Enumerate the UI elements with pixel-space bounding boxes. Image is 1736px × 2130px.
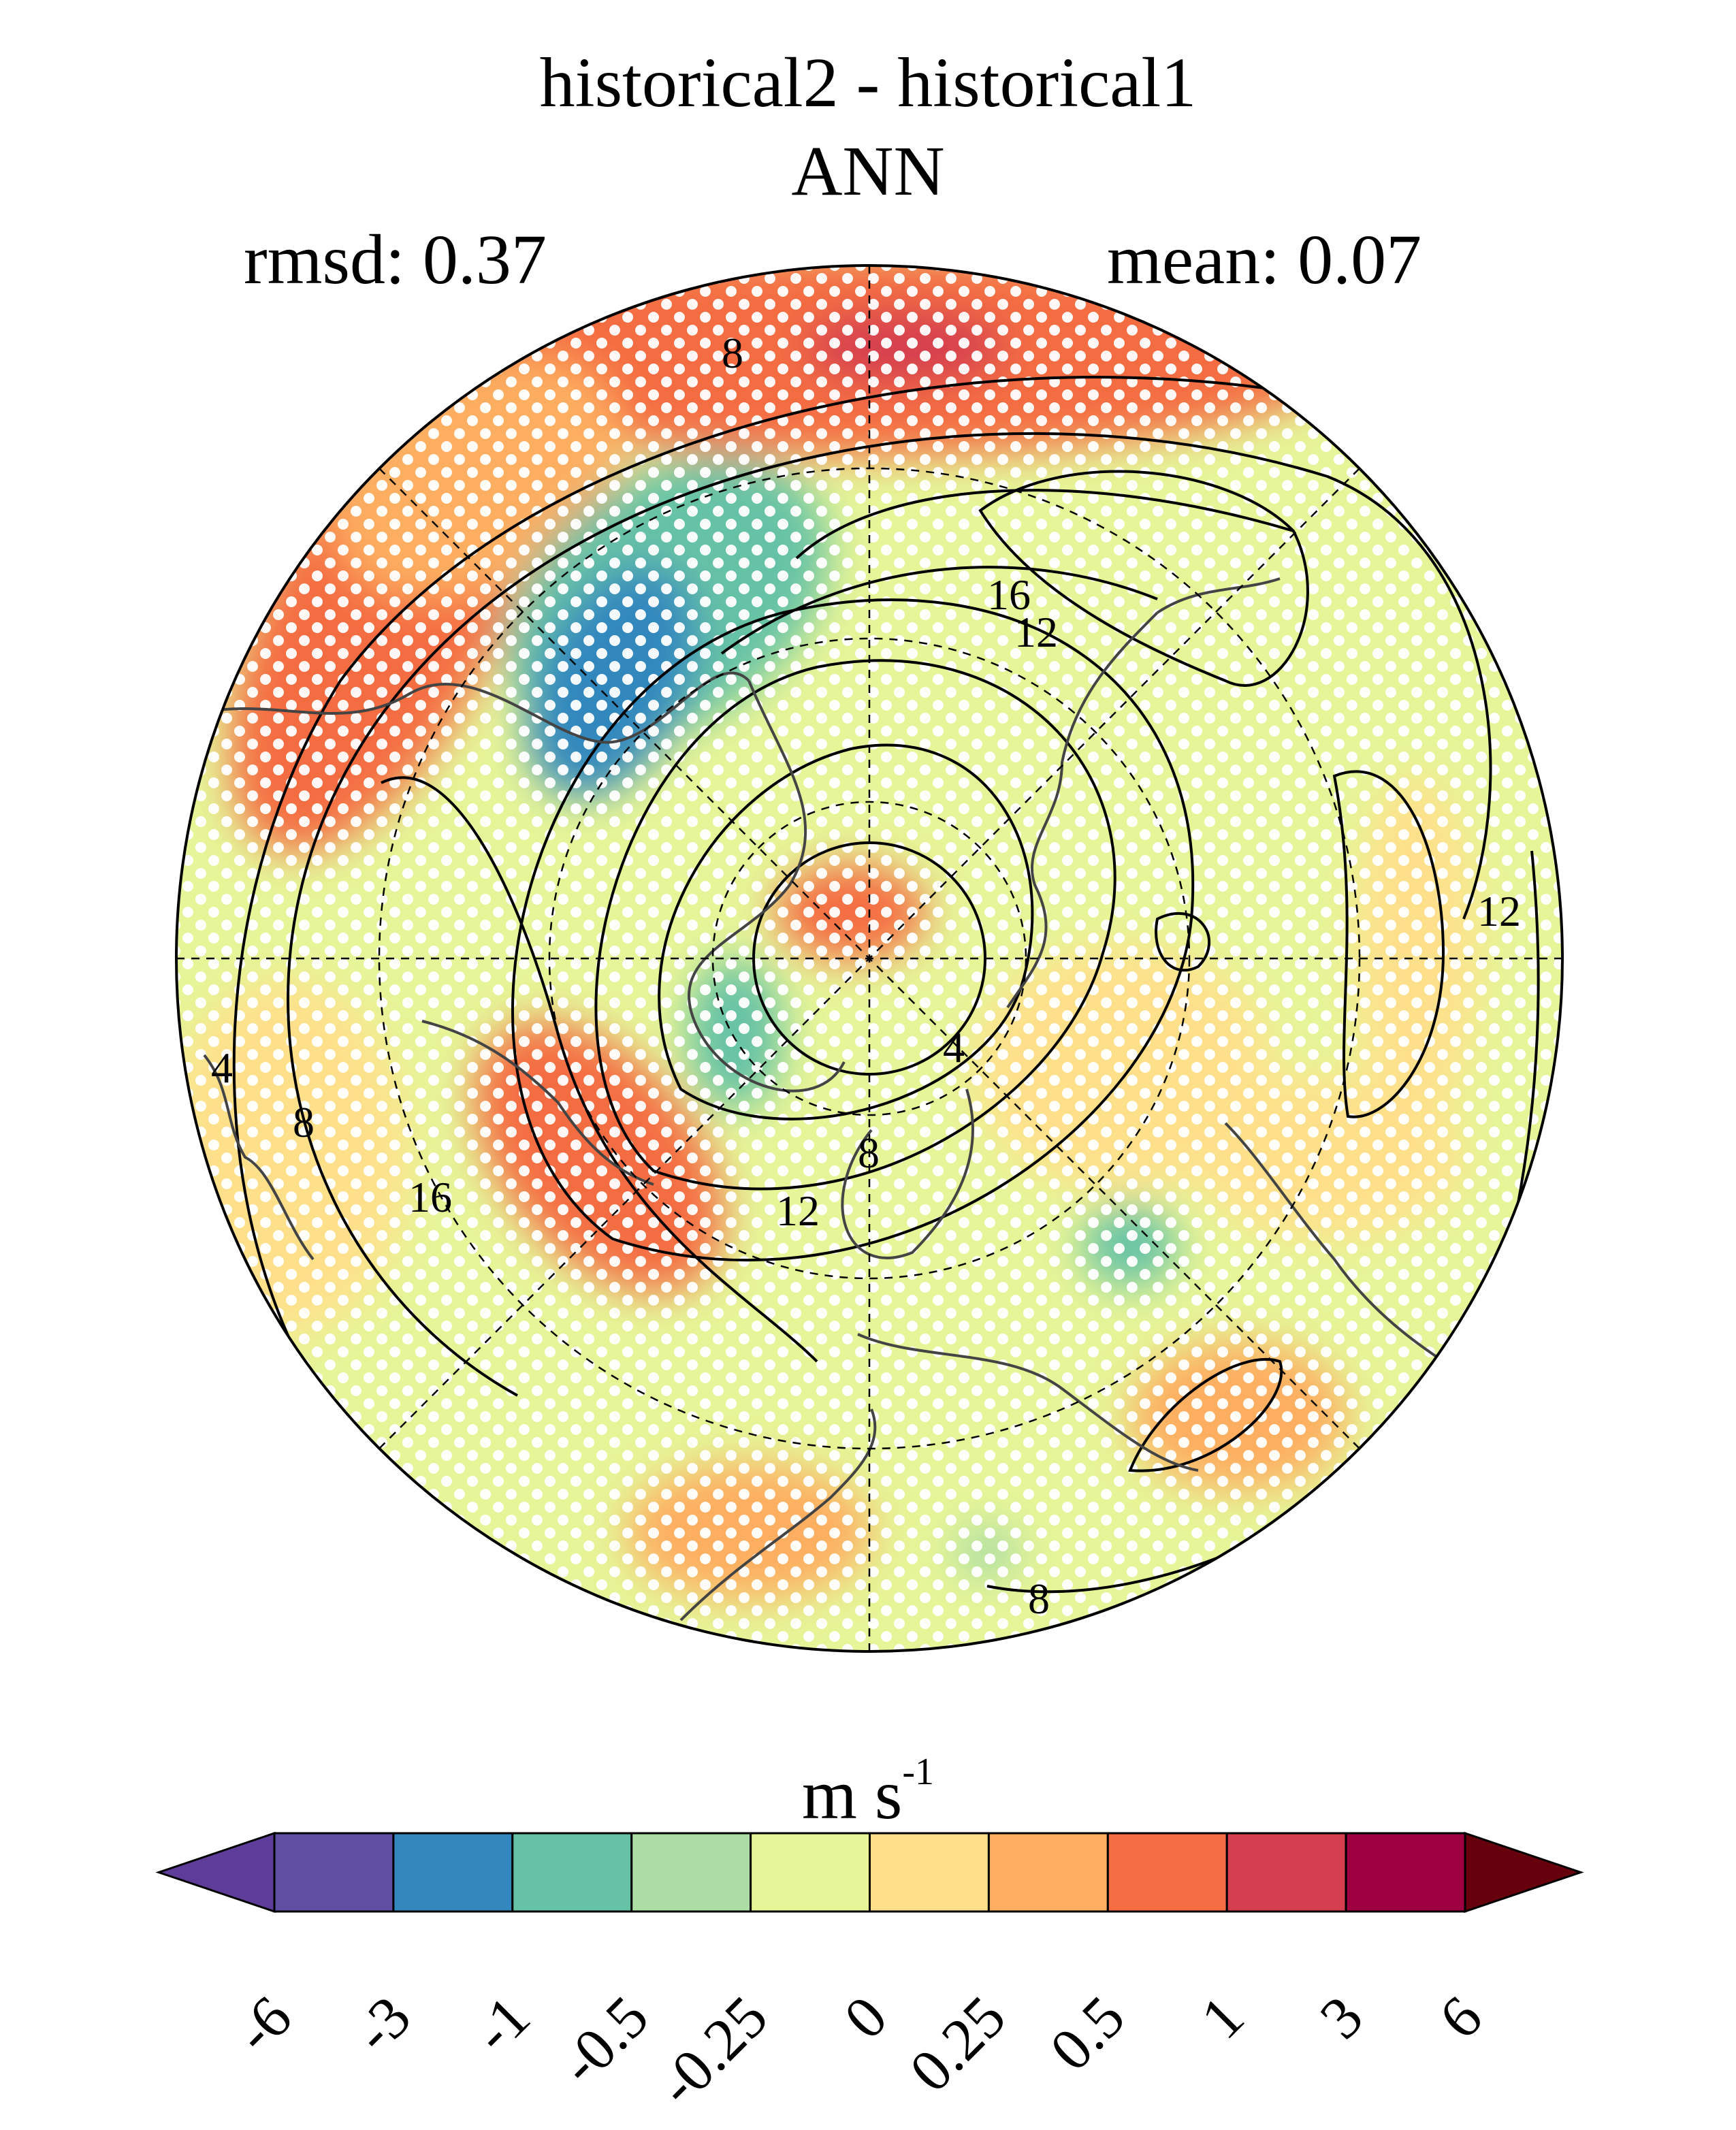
colorbar-box: [1225, 1832, 1347, 1913]
plot-title: historical2 - historical1: [539, 44, 1197, 122]
svg-text:8: 8: [293, 1098, 315, 1146]
season-label: ANN: [791, 132, 945, 210]
colorbar-units: m s-1: [801, 1751, 935, 1834]
map-boundary: [175, 264, 1564, 1653]
colorbar-box: [869, 1832, 990, 1913]
svg-text:4: 4: [943, 1023, 965, 1071]
rmsd-label: rmsd: 0.37: [244, 221, 547, 299]
contour-labels: 8 16 12 4 8 12 16 8 4 12 8: [211, 329, 1521, 1623]
colorbar-box: [511, 1832, 633, 1913]
colorbar-box: [273, 1832, 395, 1913]
mean-label: mean: 0.07: [1107, 221, 1422, 299]
svg-text:16: 16: [987, 570, 1031, 619]
colorbar-box: [630, 1832, 752, 1913]
svg-text:8: 8: [1028, 1575, 1050, 1623]
colorbar-box: [392, 1832, 514, 1913]
svg-text:12: 12: [1014, 608, 1058, 656]
svg-text:8: 8: [858, 1129, 880, 1177]
colorbar-extend-min: [155, 1831, 276, 1914]
svg-text:8: 8: [722, 329, 743, 377]
svg-text:4: 4: [211, 1044, 233, 1092]
svg-text:12: 12: [1477, 887, 1521, 935]
colorbar-box: [987, 1832, 1109, 1913]
colorbar-box: [1106, 1832, 1228, 1913]
colorbar-extend-max: [1464, 1831, 1584, 1914]
svg-text:12: 12: [776, 1187, 820, 1235]
colorbar-box: [750, 1832, 871, 1913]
svg-text:16: 16: [408, 1173, 452, 1221]
map-field: 8 16 12 4 8 12 16 8 4 12 8: [176, 265, 1562, 1651]
graticule: [176, 265, 1562, 1651]
colorbar-box: [1345, 1832, 1466, 1913]
